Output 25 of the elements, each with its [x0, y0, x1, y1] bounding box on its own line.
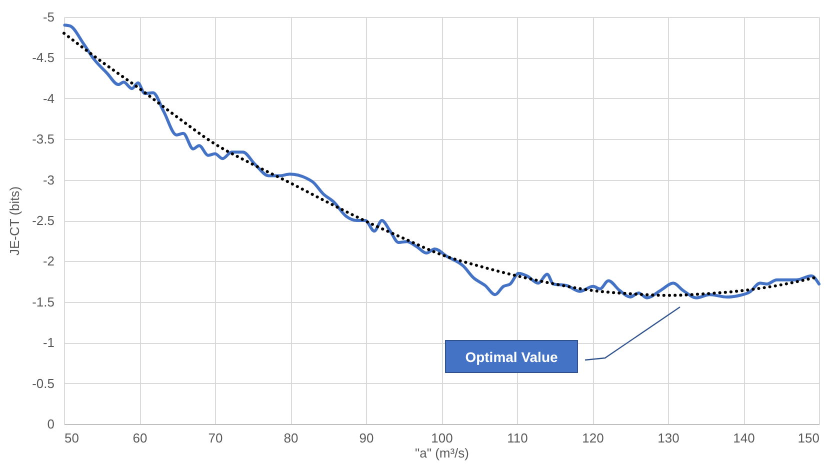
x-axis-title: "a" (m³/s)	[415, 446, 469, 460]
y-tick-label: -4	[42, 90, 54, 106]
x-tick-label: 90	[359, 430, 374, 446]
x-tick-label: 60	[132, 430, 148, 446]
x-tick-label: 50	[64, 430, 79, 446]
y-tick-label: -1	[42, 335, 54, 350]
y-tick-label: -2	[42, 254, 54, 269]
x-tick-label: 70	[208, 430, 223, 446]
y-tick-label: -3	[42, 172, 54, 188]
annotation: Optimal Value	[445, 340, 578, 373]
y-axis-title: JE-CT (bits)	[7, 186, 22, 256]
x-tick-label: 130	[658, 430, 680, 446]
x-tick-label: 80	[284, 430, 298, 446]
y-tick-label: 0	[47, 416, 54, 432]
x-tick-label: 110	[507, 430, 528, 446]
x-tick-label: 100	[431, 430, 453, 446]
y-tick-label: -4.5	[32, 50, 54, 66]
y-tick-label: -3.5	[32, 132, 54, 147]
x-tick-label: 120	[582, 430, 604, 446]
x-tick-label: 150	[798, 430, 820, 446]
y-tick-label: -5	[42, 10, 54, 24]
y-tick-label: -1.5	[32, 294, 54, 310]
y-tick-label: -2.5	[32, 213, 54, 228]
y-tick-label: -0.5	[32, 376, 54, 391]
x-tick-label: 140	[733, 430, 755, 446]
